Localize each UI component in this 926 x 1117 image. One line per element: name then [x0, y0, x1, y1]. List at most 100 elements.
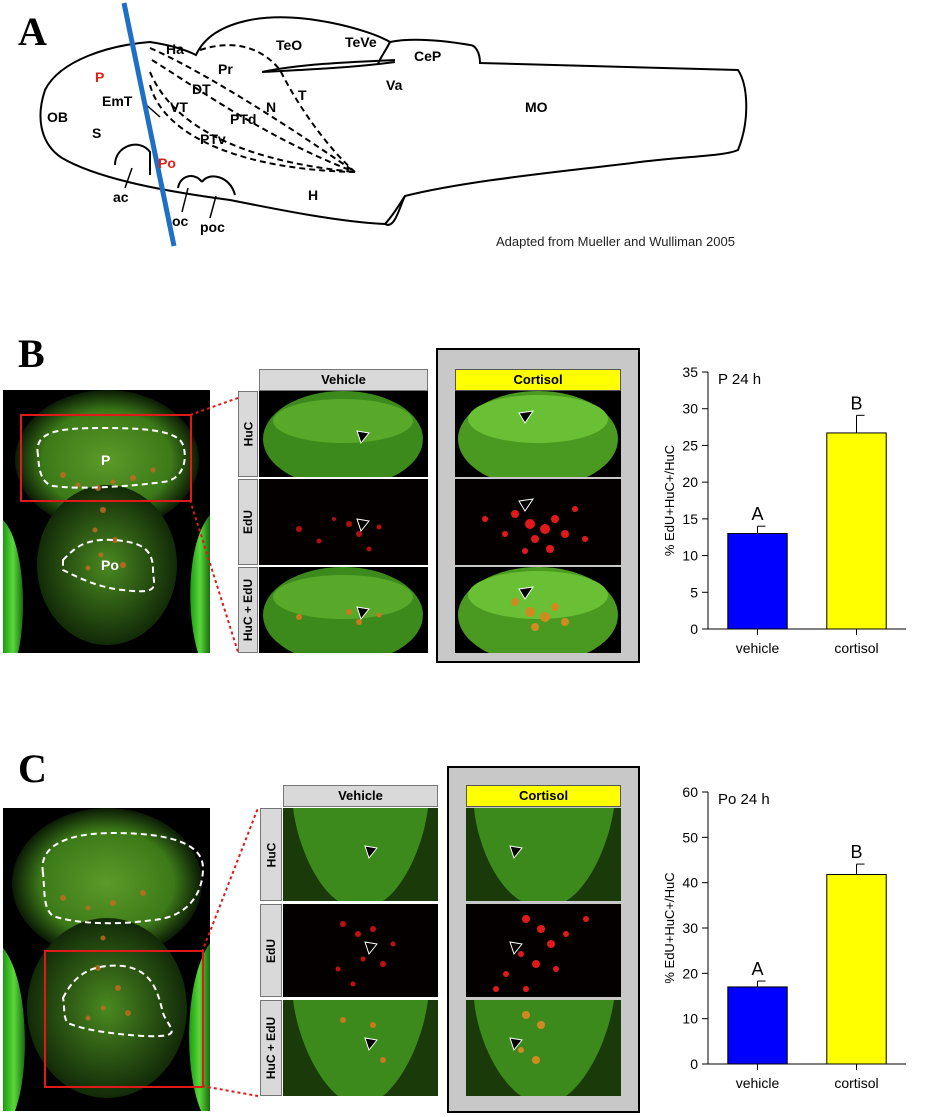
label-poc: poc: [200, 219, 225, 235]
y-tick-label: 10: [682, 548, 698, 564]
y-tick-label: 35: [682, 364, 698, 380]
chart-title: Po 24 h: [718, 791, 770, 808]
tile-c-cortisol-merge: [466, 1000, 621, 1096]
connector-lines-b: [190, 397, 239, 653]
overview-label-p: P: [101, 452, 110, 468]
credit-text: Adapted from Mueller and Wulliman 2005: [496, 234, 735, 249]
hypothalamus-bump: [384, 195, 406, 226]
brain-outline: [39, 16, 748, 226]
y-tick-label: 15: [682, 511, 698, 527]
column-header-vehicle-b: Vehicle: [259, 369, 428, 391]
oc-structure: [177, 175, 203, 189]
row-label-huc-c: HuC: [260, 808, 282, 901]
label-OB: OB: [47, 109, 68, 125]
significance-letter: B: [850, 393, 862, 413]
tile-c-vehicle-merge: [283, 1000, 438, 1096]
tile-b-cortisol-huc: [455, 391, 621, 477]
label-MO: MO: [525, 99, 548, 115]
tile-b-cortisol-merge: [455, 567, 621, 653]
y-tick-label: 40: [682, 875, 698, 891]
y-tick-label: 30: [682, 401, 698, 417]
column-header-cortisol-c: Cortisol: [466, 785, 621, 807]
label-P: P: [95, 69, 104, 85]
poc-structure: [201, 175, 236, 196]
x-tick-label: cortisol: [834, 640, 878, 656]
row-label-merge-b: HuC + EdU: [238, 567, 258, 653]
significance-letter: B: [850, 842, 862, 862]
brain-schematic: OB P S EmT Po ac Ha DT VT PTd PTv Pr N T…: [39, 2, 748, 247]
y-axis-label: % EdU+HuC+/HuC: [662, 872, 677, 983]
row-label-edu-b: EdU: [238, 479, 258, 565]
y-tick-label: 0: [690, 1056, 698, 1072]
y-tick-label: 10: [682, 1011, 698, 1027]
label-PTd: PTd: [230, 111, 256, 127]
label-T: T: [298, 87, 307, 103]
dashed-tract-1: [149, 47, 356, 173]
label-S: S: [92, 125, 101, 141]
column-header-vehicle-c: Vehicle: [283, 785, 438, 807]
y-tick-label: 60: [682, 784, 698, 800]
connector-lines-c: [201, 807, 259, 1097]
panel-c-letter: C: [18, 746, 47, 791]
cerebellum-notch: [377, 41, 391, 65]
tile-c-cortisol-edu: [466, 904, 621, 997]
overview-micrograph-b: P Po: [3, 390, 210, 653]
dashed-tract-3: [149, 71, 356, 173]
y-tick-label: 50: [682, 829, 698, 845]
overview-label-po: Po: [101, 557, 119, 573]
tile-c-vehicle-edu: [283, 904, 438, 997]
tile-b-vehicle-edu: [259, 479, 428, 565]
label-DT: DT: [192, 81, 211, 97]
significance-letter: A: [751, 959, 763, 979]
label-CeP: CeP: [414, 48, 441, 64]
bar-cortisol: [826, 432, 887, 630]
label-VT: VT: [170, 99, 188, 115]
panel-a-letter: A: [18, 9, 47, 54]
bar-vehicle: [727, 986, 788, 1065]
x-tick-label: cortisol: [834, 1075, 878, 1091]
ac-structure: [114, 143, 151, 175]
label-Ha: Ha: [166, 41, 184, 57]
label-N: N: [266, 99, 276, 115]
y-tick-label: 20: [682, 965, 698, 981]
label-PTv: PTv: [200, 131, 226, 147]
chart-title: P 24 h: [718, 371, 761, 388]
y-tick-label: 0: [690, 621, 698, 637]
label-Pr: Pr: [218, 61, 233, 77]
tile-b-cortisol-edu: [455, 479, 621, 565]
label-TeO: TeO: [276, 37, 302, 53]
bar-vehicle: [727, 533, 788, 630]
tile-b-vehicle-huc: [259, 391, 428, 477]
label-H: H: [308, 187, 318, 203]
dashed-tract-4: [149, 84, 356, 173]
x-tick-label: vehicle: [736, 640, 780, 656]
label-Va: Va: [386, 77, 403, 93]
panel-b-letter: B: [18, 331, 45, 376]
label-oc: oc: [172, 213, 189, 229]
dashed-tract-2: [151, 59, 356, 173]
label-EmT: EmT: [102, 93, 133, 109]
tile-b-vehicle-merge: [259, 567, 428, 653]
y-tick-label: 30: [682, 920, 698, 936]
significance-letter: A: [751, 504, 763, 524]
y-tick-label: 20: [682, 474, 698, 490]
x-tick-label: vehicle: [736, 1075, 780, 1091]
row-label-edu-c: EdU: [260, 904, 282, 997]
label-ac: ac: [113, 189, 129, 205]
bar-cortisol: [826, 874, 887, 1065]
row-label-merge-c: HuC + EdU: [260, 1000, 282, 1096]
column-header-cortisol-b: Cortisol: [455, 369, 621, 391]
tile-c-vehicle-huc: [283, 808, 438, 901]
overview-micrograph-c: [3, 808, 210, 1111]
section-line: [121, 2, 177, 247]
y-axis-label: % EdU+HuC+/HuC: [662, 445, 677, 556]
y-tick-label: 25: [682, 437, 698, 453]
row-label-huc-b: HuC: [238, 391, 258, 477]
tile-c-cortisol-huc: [466, 808, 621, 901]
tectum-ventricle: [261, 61, 396, 73]
label-TeVe: TeVe: [345, 34, 377, 50]
y-tick-label: 5: [690, 584, 698, 600]
label-Po: Po: [158, 155, 176, 171]
